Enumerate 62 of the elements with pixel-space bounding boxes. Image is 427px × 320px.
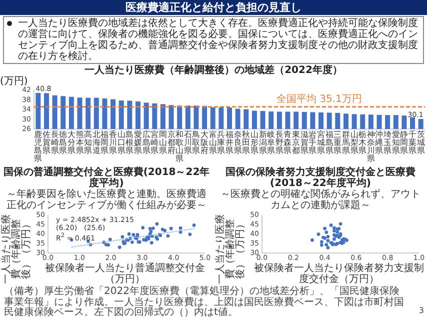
y-axis-title: (万円): [0, 76, 28, 87]
x-tick-label: 徳島県: [59, 130, 68, 155]
x-tick-label: 山口県: [117, 130, 126, 155]
text: 3: [418, 306, 424, 315]
x-tick-label: 大阪府: [200, 130, 209, 155]
x-tick-label: 群馬県: [342, 130, 350, 155]
x-tick-label: 茨城県: [416, 130, 425, 155]
chart-title: 国保の普通調整交付金と医療費(2018～22年度平均): [2, 167, 211, 189]
x-tick-label: 兵庫県: [217, 130, 226, 155]
x-tick-label: 石川県: [184, 130, 192, 155]
x-tick-label: 鹿児島県: [34, 130, 42, 163]
x-tick-label: 神奈川県: [366, 130, 375, 163]
x-tick-label: 佐賀県: [42, 130, 50, 155]
x-tick-label: 長崎県: [50, 130, 59, 155]
x-tick-label: 新潟県: [258, 130, 267, 155]
x-tick-label: 愛知県: [392, 130, 400, 155]
x-tick-label: 栃木県: [358, 130, 367, 155]
x-tick-label: 大分県: [67, 130, 76, 155]
x-tick-label: 奈良県: [234, 130, 242, 155]
y-axis-title: 一人当たり医療費（年齢調整後）（万円）: [215, 213, 246, 286]
text: 医療費適正化と給付と負担の見直し: [0, 0, 427, 15]
x-tick-label: 山形県: [250, 130, 258, 155]
ref-line-label: 全国平均 35.1万円: [276, 94, 362, 105]
x-tick-label: 福井県: [226, 130, 234, 155]
x-tick-label: 富山県: [208, 130, 217, 155]
x-tick-label: 島根県: [126, 130, 134, 155]
x-tick-label: 岡山県: [158, 130, 167, 155]
x-tick-label: 愛媛県: [134, 130, 142, 155]
x-tick-label: 秋田県: [242, 130, 250, 155]
x-tick-label: 岐阜県: [267, 130, 276, 155]
x-tick-label: 福岡県: [100, 130, 109, 155]
x-tick-label: 宮城県: [317, 130, 325, 155]
x-tick-label: 和歌山県: [176, 130, 184, 163]
x-tick-label: 香川県: [109, 130, 118, 155]
x-tick-label: 東京都: [292, 130, 300, 155]
x-tick-label: 鳥取県: [192, 130, 200, 155]
x-axis-title: 被保険者一人当たり普通調整交付金（万円）: [44, 263, 206, 285]
x-tick-label: 滋賀県: [300, 130, 308, 155]
x-tick-label: 北海道: [92, 130, 100, 155]
text: （備考）厚生労働省「2022年度医療費（電算処理分）の地域差分析」、「国民健康保険事業年報」により作成。一人当たり医療費は、上図は国民医療費ベース、下図は市町村国民健康保険ベース。左下図の回帰式の（）内はt値。: [4, 286, 405, 318]
x-tick-label: 広島県: [142, 130, 150, 155]
x-axis-title: 被保険者一人当たり保険者努力支援制度交付金（万円）: [253, 263, 425, 285]
x-tick-label: 埼玉県: [384, 130, 392, 155]
x-tick-label: 長野県: [275, 130, 284, 155]
x-tick-label: 福島県: [325, 130, 334, 155]
x-tick-label: 宮崎県: [150, 130, 159, 155]
x-tick-label: 沖縄県: [375, 130, 384, 155]
chart-subtitle: ～医療費との明確な関係がみられず、アウトカムとの連動が課題～: [220, 189, 422, 211]
x-tick-label: 静岡県: [400, 130, 408, 155]
x-tick-label: 山梨県: [350, 130, 358, 155]
x-tick-label: 岩手県: [308, 130, 317, 155]
x-tick-label: 三重県: [334, 130, 342, 155]
y-axis-title: 一人当たり医療費（年齢調整後）（万円）: [1, 213, 32, 286]
chart-subtitle: ～年齢要因を除いた医療費と連動。医療費適正化のインセンティブが働く仕組みが必要～: [6, 189, 208, 211]
x-tick-label: 青森県: [284, 130, 292, 155]
x-tick-label: 千葉県: [408, 130, 417, 155]
x-tick-label: 高知県: [84, 130, 92, 155]
text: 一人当たり医療費の地域差は依然として大きく存在。医療費適正化や持続可能な保険制度の運営に向けて、保険者の機能強化を図る必要。国保については、医療費適正化へのインセンティブ向上を図るため、普通調整交付金や保険者努力支援制度その他の財政支援制度の在り方を検討。: [3, 16, 424, 64]
x-tick-label: 京都府: [167, 130, 176, 155]
chart-title: 一人当たり医療費（年齢調整後）の地域差（2022年度）: [84, 65, 344, 76]
x-tick-label: 熊本県: [76, 130, 84, 155]
chart-title: 国保の保険者努力支援制度交付金と医療費(2018～22年度平均): [224, 167, 416, 189]
